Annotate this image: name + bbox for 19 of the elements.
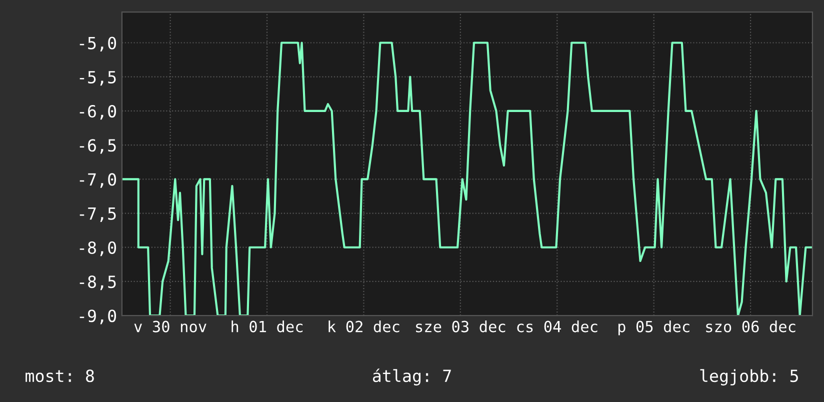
x-tick-label: h 01 dec bbox=[232, 320, 303, 332]
y-tick-label: -5,5 bbox=[80, 71, 116, 86]
x-tick-label: k 02 dec bbox=[328, 320, 400, 332]
y-tick-label: -7,5 bbox=[80, 207, 116, 222]
x-tick-label: sze 03 dec bbox=[416, 320, 506, 332]
y-tick-label: -8,5 bbox=[80, 275, 116, 290]
x-tick-label: szo 06 dec bbox=[706, 320, 796, 332]
x-tick-label: v 30 nov bbox=[134, 320, 206, 332]
text: most: 8 bbox=[26, 370, 94, 382]
text: legjobb: 5 bbox=[700, 369, 798, 386]
y-tick-label: -8,0 bbox=[80, 241, 116, 256]
y-tick-label: -6,0 bbox=[80, 104, 116, 120]
x-tick-label: p 05 dec bbox=[618, 320, 690, 336]
text: átlag: 7 bbox=[372, 368, 451, 386]
y-tick-label: -5,0 bbox=[80, 36, 116, 52]
y-tick-label: -7,0 bbox=[80, 173, 116, 188]
x-tick-label: cs 04 dec bbox=[517, 320, 598, 332]
y-tick-label: -9,0 bbox=[80, 310, 116, 324]
y-tick-label: -6,5 bbox=[80, 139, 116, 154]
